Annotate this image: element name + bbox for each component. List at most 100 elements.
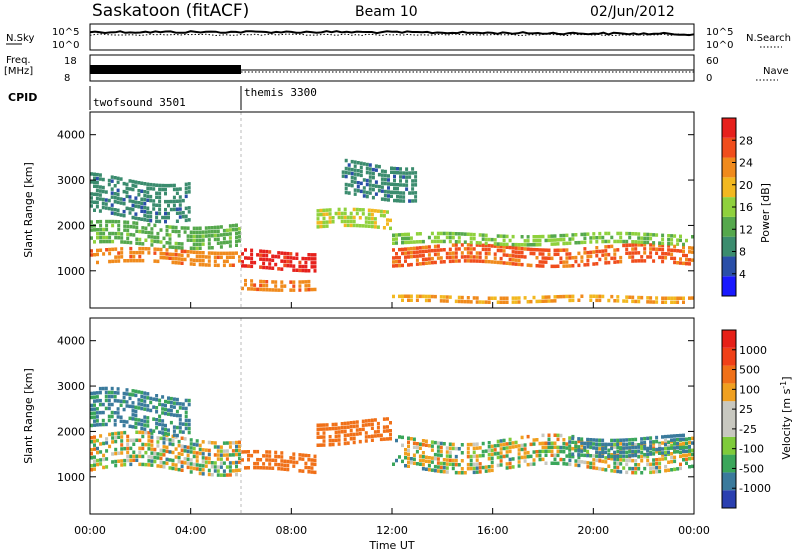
vel-cbar-swatch bbox=[722, 383, 736, 402]
vel-cbar-swatch bbox=[722, 454, 736, 473]
velocity-cell bbox=[407, 444, 410, 448]
velocity-cell bbox=[532, 442, 536, 446]
power-cell bbox=[153, 247, 157, 251]
power-cell bbox=[137, 181, 141, 185]
power-cell bbox=[189, 258, 193, 262]
power-cell bbox=[529, 247, 533, 252]
vel-cbar-tick-label: 500 bbox=[739, 364, 760, 377]
velocity-cell bbox=[343, 429, 347, 434]
velocity-cell bbox=[358, 439, 362, 444]
power-cell bbox=[634, 232, 638, 236]
power-cell bbox=[146, 186, 150, 190]
power-cell bbox=[98, 173, 102, 177]
power-cell bbox=[195, 258, 199, 263]
power-cell bbox=[96, 228, 99, 232]
power-cell bbox=[152, 203, 156, 207]
power-cell bbox=[301, 256, 305, 261]
power-cell bbox=[325, 220, 329, 224]
power-cell bbox=[228, 232, 232, 236]
velocity-cell bbox=[526, 462, 530, 467]
power-cell bbox=[262, 253, 266, 258]
power-cell bbox=[433, 244, 437, 249]
power-cell bbox=[140, 209, 144, 213]
velocity-cell bbox=[691, 452, 694, 457]
power-cell bbox=[505, 296, 509, 300]
velocity-cell bbox=[472, 450, 476, 455]
power-cell bbox=[415, 232, 419, 236]
x-axis-label: Time UT bbox=[368, 539, 414, 552]
velocity-cell bbox=[93, 439, 96, 443]
velocity-cell bbox=[238, 440, 241, 444]
power-cell bbox=[526, 263, 530, 267]
power-cbar-swatch bbox=[722, 157, 736, 178]
power-cell bbox=[421, 294, 425, 299]
power-cbar-swatch bbox=[722, 256, 736, 277]
power-cell bbox=[407, 298, 410, 302]
power-cbar-tick-label: 12 bbox=[739, 223, 753, 236]
power-cell bbox=[622, 239, 626, 244]
velocity-cell bbox=[401, 443, 404, 448]
power-cell bbox=[643, 243, 647, 247]
velocity-cell bbox=[673, 438, 676, 442]
velocity-cell bbox=[640, 443, 644, 447]
power-cell bbox=[407, 240, 410, 245]
power-cell bbox=[424, 261, 428, 265]
power-cell bbox=[265, 265, 269, 270]
velocity-cell bbox=[262, 462, 266, 466]
velocity-cell bbox=[430, 460, 434, 464]
power-cell bbox=[119, 197, 123, 201]
velocity-cell bbox=[222, 469, 226, 473]
velocity-cell bbox=[216, 465, 220, 469]
power-cell bbox=[604, 257, 608, 261]
power-cell bbox=[463, 259, 467, 263]
power-cell bbox=[117, 220, 121, 224]
velocity-cell bbox=[616, 465, 620, 470]
power-cell bbox=[359, 189, 363, 194]
velocity-cell bbox=[280, 451, 284, 455]
power-cell bbox=[460, 255, 464, 259]
power-cell bbox=[135, 258, 139, 263]
xtick-label: 08:00 bbox=[275, 524, 307, 537]
power-cell bbox=[383, 193, 387, 198]
power-cell bbox=[165, 241, 169, 245]
velocity-cell bbox=[688, 453, 691, 457]
xtick-label: 00:00 bbox=[74, 524, 106, 537]
power-cell bbox=[415, 240, 419, 244]
power-cell bbox=[373, 225, 377, 229]
velocity-cell bbox=[682, 445, 685, 450]
velocity-cell bbox=[116, 407, 120, 411]
power-cell bbox=[502, 242, 506, 246]
vel-cbar-tick-label: -100 bbox=[739, 443, 764, 456]
power-cell bbox=[405, 167, 409, 171]
velocity-cell bbox=[568, 452, 572, 456]
velocity-cell bbox=[107, 406, 111, 411]
velocity-cell bbox=[331, 426, 335, 431]
power-cell bbox=[418, 246, 422, 250]
velocity-cell bbox=[177, 455, 181, 460]
velocity-cell bbox=[595, 458, 599, 463]
power-cell bbox=[556, 242, 560, 246]
power-cell bbox=[107, 182, 111, 187]
power-cell bbox=[439, 231, 443, 236]
velocity-cell bbox=[502, 438, 506, 443]
power-cell bbox=[259, 279, 263, 284]
velocity-cell bbox=[685, 441, 688, 445]
velocity-cell bbox=[277, 466, 281, 471]
velocity-cell bbox=[583, 441, 587, 446]
power-cell bbox=[637, 299, 641, 304]
velocity-cell bbox=[180, 460, 184, 464]
power-cell bbox=[259, 287, 263, 292]
velocity-cell bbox=[219, 453, 223, 457]
velocity-cell bbox=[161, 419, 165, 423]
power-cell bbox=[404, 255, 407, 259]
power-cell bbox=[395, 237, 398, 241]
power-cell bbox=[466, 259, 470, 263]
velocity-cell bbox=[280, 463, 284, 467]
power-cell bbox=[484, 247, 488, 252]
velocity-cell bbox=[580, 437, 584, 441]
power-cell bbox=[184, 214, 188, 219]
power-cell bbox=[514, 254, 518, 258]
power-cell bbox=[691, 250, 694, 254]
power-cell bbox=[146, 218, 150, 222]
power-cell bbox=[625, 295, 629, 299]
